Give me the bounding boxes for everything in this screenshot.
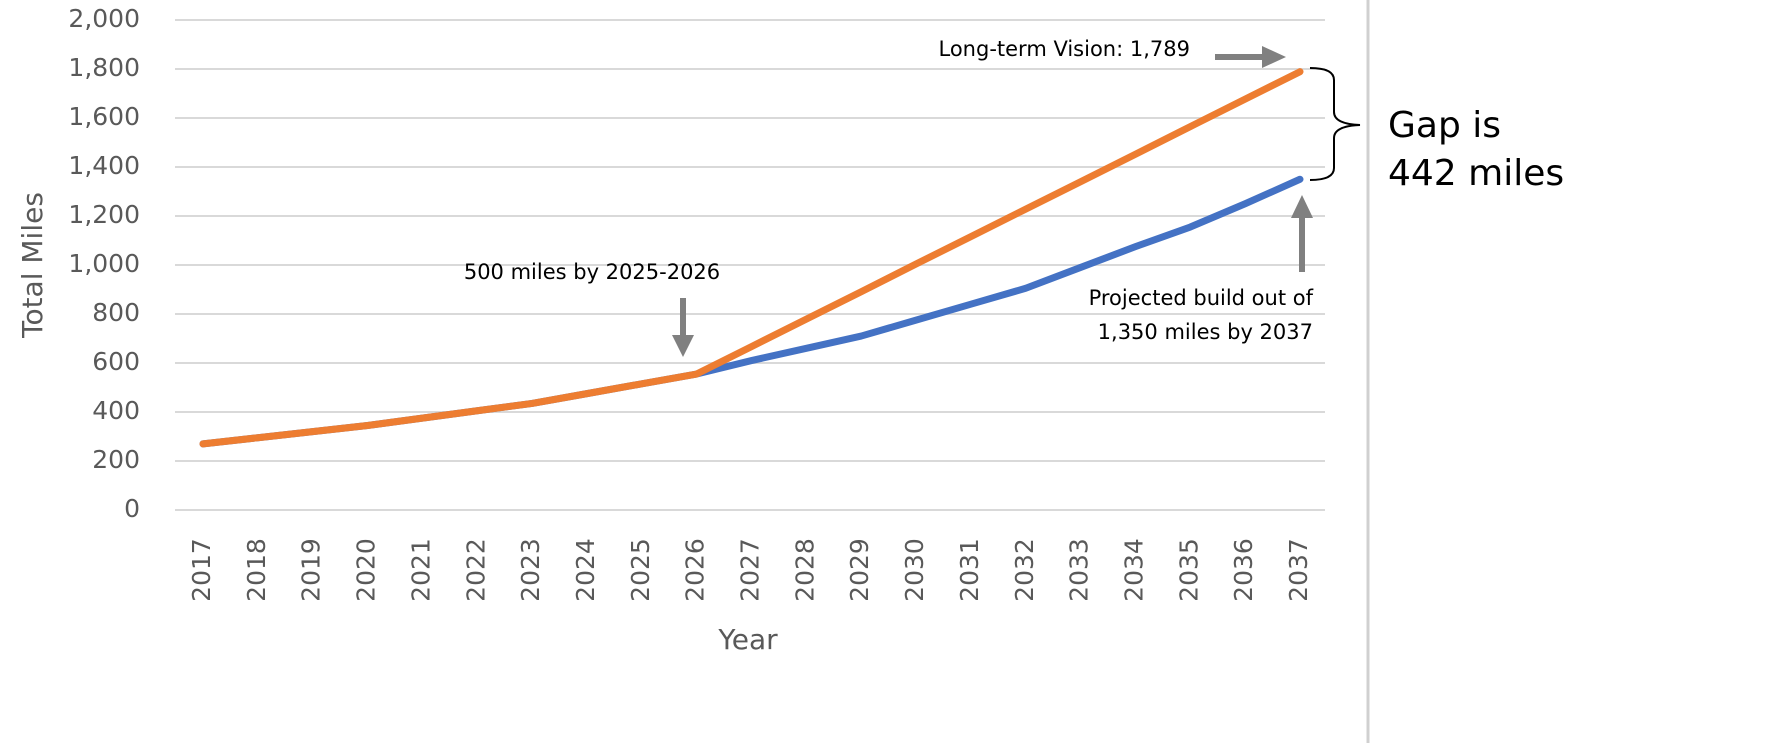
annotation: 500 miles by 2025-2026 <box>464 260 720 284</box>
y-tick-label: 800 <box>92 298 140 327</box>
x-tick-label: 2031 <box>955 538 984 602</box>
annotation: 442 miles <box>1388 153 1564 194</box>
x-tick-label: 2018 <box>242 538 271 602</box>
x-tick-label: 2034 <box>1119 538 1148 602</box>
y-tick-label: 200 <box>92 445 140 474</box>
x-tick-label: 2028 <box>790 538 819 602</box>
x-tick-label: 2019 <box>297 538 326 602</box>
x-tick-label: 2017 <box>187 538 216 602</box>
x-tick-label: 2024 <box>571 538 600 602</box>
series-line <box>199 175 1304 448</box>
x-tick-label: 2029 <box>845 538 874 602</box>
annotation: Gap is <box>1388 105 1501 146</box>
x-tick-label: 2022 <box>461 538 490 602</box>
y-tick-label: 1,400 <box>68 151 140 180</box>
x-tick-label: 2037 <box>1284 538 1313 602</box>
y-tick-label: 1,200 <box>68 200 140 229</box>
plot: 0 200 400 600 800 1,000 1,200 1,400 1,600 1,800 2,… <box>68 4 1325 602</box>
y-tick-label: 400 <box>92 396 140 425</box>
x-axis-title: Year <box>717 623 778 656</box>
x-tick-label: 2032 <box>1010 538 1039 602</box>
x-tick-label: 2020 <box>352 538 381 602</box>
y-tick-label: 1,600 <box>68 102 140 131</box>
annotation: Long-term Vision: 1,789 <box>939 37 1191 61</box>
y-tick-label: 1,000 <box>68 249 140 278</box>
y-tick-label: 0 <box>124 494 140 523</box>
x-tick-label: 2036 <box>1229 538 1258 602</box>
annotation: 1,350 miles by 2037 <box>1098 320 1313 344</box>
x-tick-label: 2021 <box>406 538 435 602</box>
series-line <box>199 68 1304 448</box>
arrows <box>672 46 1313 357</box>
x-tick-label: 2035 <box>1174 538 1203 602</box>
y-tick-label: 600 <box>92 347 140 376</box>
y-tick-label: 2,000 <box>68 4 140 33</box>
x-tick-label: 2033 <box>1065 538 1094 602</box>
annotation: Projected build out of <box>1089 286 1314 310</box>
y-axis-title: Total Miles <box>16 192 49 339</box>
x-tick-label: 2027 <box>736 538 765 602</box>
x-tick-label: 2026 <box>681 538 710 602</box>
x-tick-label: 2025 <box>626 538 655 602</box>
x-tick-label: 2030 <box>900 538 929 602</box>
y-tick-label: 1,800 <box>68 53 140 82</box>
x-tick-label: 2023 <box>516 538 545 602</box>
brace <box>1309 67 1361 181</box>
